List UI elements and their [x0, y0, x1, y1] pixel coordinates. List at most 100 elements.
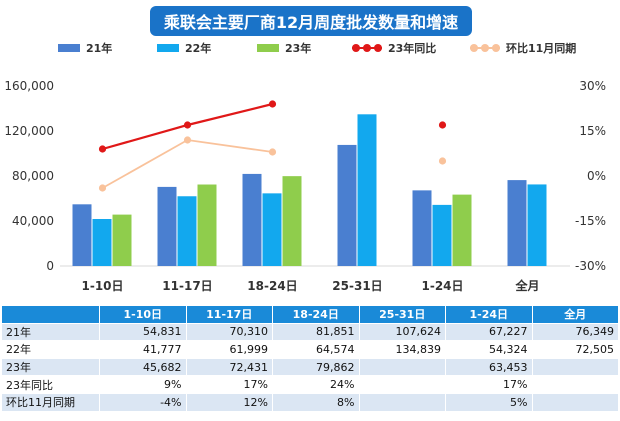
table-cell: 24%: [272, 375, 360, 394]
table-cell: 61,999: [185, 340, 273, 359]
table-cell: 17%: [445, 375, 533, 394]
table-cell: [531, 375, 619, 394]
table-row-label: 22年: [1, 340, 100, 359]
y-axis-right-tick-label: 15%: [579, 124, 606, 138]
x-axis-tick-label: 全月: [514, 278, 539, 293]
table-cell: [531, 392, 619, 412]
table-cell: 9%: [99, 375, 187, 394]
point-23年同比: [98, 145, 107, 153]
table-row-label: 23年: [1, 357, 100, 377]
table-row: 23年 45,682 72,431 79,862 63,453: [1, 357, 619, 377]
table-cell: 8%: [272, 392, 360, 412]
y-axis-left-tick-label: 160,000: [4, 79, 54, 93]
table-header-cell: 25-31日: [358, 305, 446, 324]
legend-label-21: 21年: [86, 42, 113, 55]
x-axis-tick-label: 11-17日: [162, 279, 212, 293]
table-cell: 54,324: [445, 340, 533, 359]
legend-swatch-22: [157, 44, 179, 52]
legend-swatch-21: [58, 44, 80, 52]
table-cell: 107,624: [358, 322, 446, 342]
legend-item-21: 21年: [58, 40, 112, 56]
bar-21年: [72, 204, 92, 266]
bar-21年: [157, 186, 177, 266]
point-23年同比: [438, 121, 447, 129]
table-cell: 72,505: [531, 340, 619, 359]
legend-item-22: 22年: [157, 40, 211, 56]
y-axis-left-tick-label: 80,000: [12, 169, 54, 183]
legend-label-yoy: 23年同比: [388, 42, 437, 55]
y-axis-left-tick-label: 40,000: [12, 214, 54, 228]
table-header-cell: 1-10日: [99, 305, 187, 324]
table-header-cell: 1-24日: [445, 305, 533, 324]
bar-22年: [177, 196, 197, 266]
x-axis-tick-label: 1-24日: [421, 279, 463, 293]
table-row: 21年 54,831 70,310 81,851 107,624 67,227 …: [1, 322, 619, 342]
table-cell: 54,831: [99, 322, 187, 342]
bar-23年: [112, 214, 132, 266]
chart-title: 乘联会主要厂商12月周度批发数量和增速: [150, 6, 472, 36]
data-table: 1-10日 11-17日 18-24日 25-31日 1-24日 全月 21年 …: [1, 305, 619, 412]
bar-22年: [92, 219, 112, 266]
legend-label-mom: 环比11月同期: [506, 42, 577, 55]
legend-label-22: 22年: [185, 42, 212, 55]
table-cell: 81,851: [272, 322, 360, 342]
table-cell: 70,310: [185, 322, 273, 342]
legend-item-mom: 环比11月同期: [470, 40, 576, 56]
bar-23年: [282, 176, 302, 266]
table-cell: [358, 357, 446, 377]
legend-swatch-23: [257, 44, 279, 52]
legend-label-23: 23年: [285, 42, 312, 55]
bar-line-chart: 0 40,000 80,000 120,000 160,000 -30% -15% 0% 15%…: [4, 79, 606, 293]
table-cell: 63,453: [445, 357, 533, 377]
table-cell: [358, 392, 446, 412]
table-cell: [358, 375, 446, 394]
y-axis-right-tick-label: 0%: [587, 169, 606, 183]
point-环比11月同期: [268, 148, 277, 156]
table-header-cell: 18-24日: [272, 305, 360, 324]
table-cell: 41,777: [99, 340, 187, 359]
table-cell: 5%: [445, 392, 533, 412]
table-row-label: 23年同比: [1, 375, 100, 394]
x-axis-tick-label: 25-31日: [332, 279, 382, 293]
point-23年同比: [183, 121, 192, 129]
table-cell: [531, 357, 619, 377]
bar-22年: [357, 114, 377, 266]
legend-item-yoy: 23年同比: [352, 40, 436, 56]
table-cell: 72,431: [185, 357, 273, 377]
legend-swatch-mom: [470, 43, 500, 53]
table-cell: 17%: [185, 375, 273, 394]
table-cell: 134,839: [358, 340, 446, 359]
table-cell: 67,227: [445, 322, 533, 342]
table-header-cell: [1, 305, 100, 324]
table-header-row: 1-10日 11-17日 18-24日 25-31日 1-24日 全月: [1, 305, 619, 324]
table-cell: 76,349: [531, 322, 619, 342]
bar-22年: [527, 184, 547, 266]
legend-item-23: 23年: [257, 40, 311, 56]
table-header-cell: 11-17日: [185, 305, 273, 324]
point-环比11月同期: [438, 157, 447, 165]
point-23年同比: [268, 100, 277, 108]
table-row-label: 21年: [1, 322, 100, 342]
table-header-cell: 全月: [531, 305, 619, 324]
y-axis-right-tick-label: -30%: [575, 259, 606, 273]
x-axis-tick-label: 1-10日: [81, 279, 123, 293]
table-row: 23年同比 9% 17% 24% 17%: [1, 375, 619, 394]
table-cell: 12%: [185, 392, 273, 412]
chart-legend: 21年 22年 23年 23年同比 环比11月同期: [0, 40, 620, 58]
bar-23年: [452, 194, 472, 266]
y-axis-left-tick-label: 120,000: [4, 124, 54, 138]
table-row: 环比11月同期 -4% 12% 8% 5%: [1, 392, 619, 412]
bar-21年: [412, 190, 432, 266]
bar-23年: [197, 184, 217, 266]
bar-21年: [242, 173, 262, 266]
x-axis-tick-label: 18-24日: [247, 279, 297, 293]
y-axis-left-tick-label: 0: [46, 259, 54, 273]
table-cell: 45,682: [99, 357, 187, 377]
bar-21年: [337, 144, 357, 266]
point-环比11月同期: [98, 184, 107, 192]
legend-swatch-yoy: [352, 43, 382, 53]
y-axis-right-tick-label: 30%: [579, 79, 606, 93]
table-row: 22年 41,777 61,999 64,574 134,839 54,324 …: [1, 340, 619, 359]
table-cell: 64,574: [272, 340, 360, 359]
table-cell: 79,862: [272, 357, 360, 377]
